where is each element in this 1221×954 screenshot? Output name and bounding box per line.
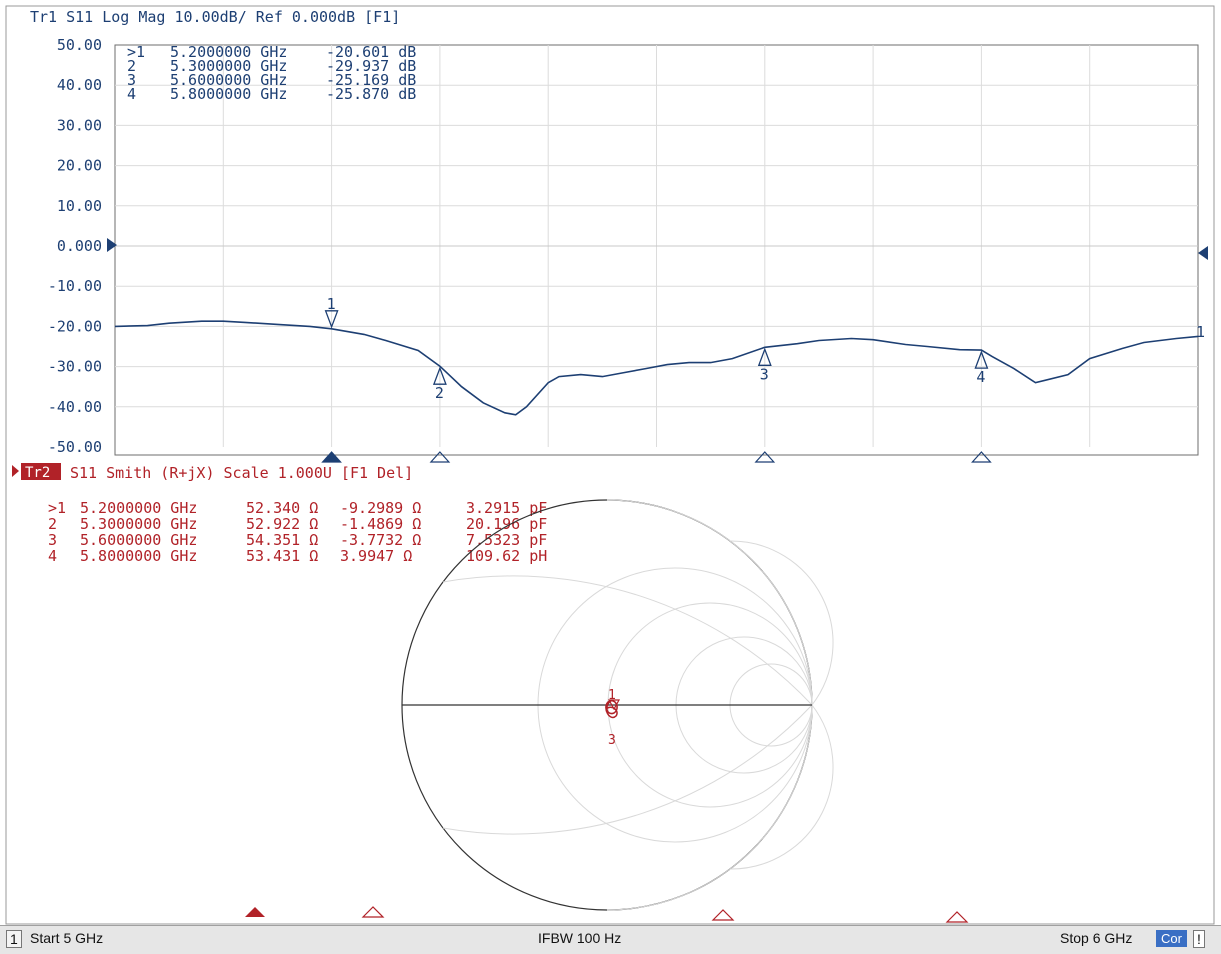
smith-x-arc-lower-0.5	[442, 704, 813, 835]
trace1-marker-value: -25.169 dB	[326, 71, 416, 89]
start-frequency[interactable]: Start 5 GHz	[30, 930, 104, 946]
trace1-marker-freq: 5.2000000 GHz	[170, 43, 287, 61]
trace2-marker-freq: 5.2000000 GHz	[80, 499, 197, 517]
trace1-y-tick-label: 0.000	[57, 237, 102, 255]
trace1-marker-value: -25.870 dB	[326, 85, 416, 103]
trace1-marker-num: >1	[127, 43, 145, 61]
trace2-marker-freq: 5.6000000 GHz	[80, 531, 197, 549]
trace2-badge-bg	[21, 463, 61, 480]
tr2-stimulus-marker-2[interactable]	[361, 906, 385, 918]
trace2-marker-reactance: -9.2989 Ω	[340, 499, 421, 517]
trace1-marker-freq: 5.6000000 GHz	[170, 71, 287, 89]
trace2-marker-num: 4	[48, 547, 57, 565]
stop-frequency[interactable]: Stop 6 GHz	[1060, 930, 1133, 946]
trace1-marker-flag-label: 2	[435, 384, 444, 402]
trace1-marker-flag[interactable]	[432, 366, 447, 385]
trace1-header[interactable]: Tr1 S11 Log Mag 10.00dB/ Ref 0.000dB [F1…	[30, 8, 400, 26]
trace2-marker-num: 2	[48, 515, 57, 533]
ref-level-right-arrow[interactable]	[1198, 246, 1208, 260]
trace2-marker-equivalent: 20.196 pF	[466, 515, 547, 533]
trace1-grid	[115, 45, 1198, 447]
trace1-marker-flag-label: 4	[976, 368, 985, 386]
smith-marker-1	[607, 699, 621, 711]
trace1-stimulus-marker[interactable]	[429, 451, 451, 463]
tr2-stimulus-marker-3[interactable]	[711, 909, 735, 921]
trace2-marker-resistance: 52.340 Ω	[246, 499, 318, 517]
trace1-stimulus-marker[interactable]	[321, 451, 342, 463]
trace2-marker-reactance: -3.7732 Ω	[340, 531, 421, 549]
smith-x-arc-upper-0.5	[442, 575, 813, 706]
trace1-y-tick-label: 30.00	[57, 116, 102, 134]
trace2-marker-reactance: -1.4869 Ω	[340, 515, 421, 533]
trace2-marker-equivalent: 7.5323 pF	[466, 531, 547, 549]
trace1-marker-table: >1 5.2000000 GHz -20.601 dB 2 5.3000000 GHz -…	[127, 43, 416, 103]
trace1-end-label: 1	[1196, 323, 1205, 341]
trace1-marker-flags: 1 2 3 4	[321, 295, 992, 463]
smith-label-3: 3	[608, 733, 616, 748]
smith-x-arc-upper-2	[729, 540, 834, 706]
trace1-marker-value: -20.601 dB	[326, 43, 416, 61]
trace1-y-tick-label: 50.00	[57, 36, 102, 54]
trace2-marker-table: >1 5.2000000 GHz 52.340 Ω -9.2989 Ω 3.2915 p…	[48, 499, 547, 565]
trace1-y-tick-label: -30.00	[48, 358, 102, 376]
trace2-badge[interactable]: Tr2	[25, 465, 50, 481]
screen-frame	[5, 5, 1215, 925]
ifbw-setting[interactable]: IFBW 100 Hz	[538, 930, 622, 946]
smith-x-arc-lower-1	[606, 704, 813, 911]
trace1-marker-flag[interactable]	[757, 347, 772, 366]
trace2-marker-freq: 5.3000000 GHz	[80, 515, 197, 533]
trace1-y-tick-label: 40.00	[57, 76, 102, 94]
trace2-header[interactable]: S11 Smith (R+jX) Scale 1.000U [F1 Del]	[70, 464, 413, 482]
trace1-marker-flag[interactable]	[324, 310, 339, 329]
trace2-marker-num: >1	[48, 499, 66, 517]
trace1-y-tick-label: -20.00	[48, 317, 102, 335]
trace1-marker-flag-label: 3	[760, 365, 769, 383]
trace1-line	[114, 320, 1199, 416]
trace2-marker-reactance: 3.9947 Ω	[340, 547, 412, 565]
tr2-stimulus-marker-1[interactable]	[245, 907, 265, 917]
trace1-plot[interactable]: 50.00 40.00 30.00 20.00 10.00 0.000 -10.00 -20.…	[48, 36, 1205, 463]
trace1-y-ticks: 50.00 40.00 30.00 20.00 10.00 0.000 -10.00 -20.…	[48, 36, 102, 456]
trace2-marker-resistance: 53.431 Ω	[246, 547, 318, 565]
smith-chart[interactable]: 1 3	[401, 499, 834, 911]
trace2-marker-equivalent: 109.62 pH	[466, 547, 547, 565]
ref-level-left-arrow[interactable]	[107, 238, 117, 252]
trace1-marker-num: 3	[127, 71, 136, 89]
trace1-marker-freq: 5.8000000 GHz	[170, 85, 287, 103]
status-bar: 1 Start 5 GHz IFBW 100 Hz Stop 6 GHz Cor…	[0, 925, 1221, 954]
trace1-y-tick-label: -50.00	[48, 438, 102, 456]
trace2-active-arrow	[12, 465, 19, 477]
smith-label-1: 1	[608, 688, 616, 703]
trace2-marker-resistance: 52.922 Ω	[246, 515, 318, 533]
tr2-stimulus-marker-4[interactable]	[945, 911, 969, 923]
trace1-marker-num: 2	[127, 57, 136, 75]
correction-badge[interactable]: Cor	[1156, 930, 1187, 947]
trace1-marker-flag[interactable]	[974, 350, 989, 369]
trace2-marker-equivalent: 3.2915 pF	[466, 499, 547, 517]
smith-trace-cluster: 1 3	[605, 688, 621, 748]
trace2-marker-freq: 5.8000000 GHz	[80, 547, 197, 565]
trace1-y-tick-label: -40.00	[48, 398, 102, 416]
trace1-y-tick-label: -10.00	[48, 277, 102, 295]
trace1-marker-value: -29.937 dB	[326, 57, 416, 75]
trace2-marker-resistance: 54.351 Ω	[246, 531, 318, 549]
smith-trace	[605, 699, 618, 719]
trace1-marker-freq: 5.3000000 GHz	[170, 57, 287, 75]
trace1-marker-flag-label: 1	[327, 295, 336, 313]
smith-x-arc-lower-2	[729, 704, 834, 870]
trace1-y-tick-label: 20.00	[57, 157, 102, 175]
trace1-stimulus-marker[interactable]	[971, 451, 992, 463]
smith-x-arc-upper-1	[606, 499, 813, 706]
channel-number[interactable]: 1	[6, 930, 22, 948]
trace1-stimulus-marker[interactable]	[754, 451, 776, 463]
trace2-marker-num: 3	[48, 531, 57, 549]
warning-badge[interactable]: !	[1193, 930, 1205, 948]
trace1-y-tick-label: 10.00	[57, 197, 102, 215]
trace1-marker-num: 4	[127, 85, 136, 103]
